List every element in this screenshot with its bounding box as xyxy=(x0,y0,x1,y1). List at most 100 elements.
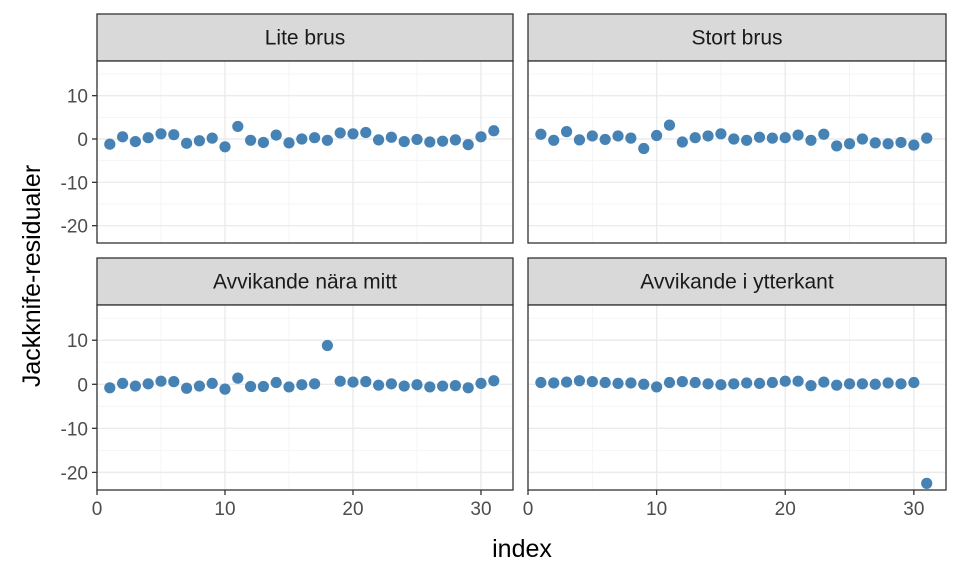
data-point xyxy=(599,133,611,146)
facet-panel-4: Avvikande i ytterkant xyxy=(527,257,947,491)
panel-background xyxy=(97,305,513,490)
facet-strip xyxy=(527,13,947,62)
data-point xyxy=(895,136,907,149)
y-tick-label: -10 xyxy=(61,419,88,440)
x-tick-label: 10 xyxy=(214,499,235,520)
data-point xyxy=(373,134,385,146)
data-point xyxy=(599,376,611,389)
data-point xyxy=(651,129,663,142)
data-point xyxy=(792,375,804,387)
data-point xyxy=(702,378,714,390)
data-point xyxy=(535,128,547,140)
data-point xyxy=(488,375,500,387)
data-point xyxy=(181,137,193,149)
data-point xyxy=(257,136,269,149)
data-point xyxy=(856,378,869,390)
data-point xyxy=(462,139,474,151)
data-point xyxy=(245,380,257,393)
x-tick-label: 0 xyxy=(92,499,103,520)
panel-border xyxy=(527,304,947,491)
data-point xyxy=(283,381,295,393)
data-point xyxy=(193,135,205,147)
x-tick-label: 0 xyxy=(523,499,534,520)
data-point xyxy=(475,377,487,390)
data-point xyxy=(219,141,231,153)
data-point xyxy=(437,380,449,392)
data-point xyxy=(181,382,193,394)
data-point xyxy=(462,382,474,394)
data-point xyxy=(398,136,410,148)
data-point xyxy=(411,133,423,146)
data-point xyxy=(117,131,129,143)
data-point xyxy=(334,375,346,387)
facet-strip xyxy=(96,13,514,62)
data-point xyxy=(921,132,933,144)
data-point xyxy=(398,380,410,392)
data-point xyxy=(676,136,688,148)
y-tick-label: 0 xyxy=(77,130,88,151)
data-point xyxy=(586,376,598,388)
data-point xyxy=(283,137,295,149)
data-point xyxy=(168,129,180,141)
data-point xyxy=(560,376,573,388)
data-point xyxy=(715,128,727,140)
panel-border xyxy=(527,60,947,244)
data-point xyxy=(424,381,436,393)
data-point xyxy=(257,380,269,393)
data-point xyxy=(449,134,461,146)
data-point xyxy=(560,126,573,138)
data-point xyxy=(663,376,676,389)
facet-panel-2: Stort brus xyxy=(527,13,947,244)
data-point xyxy=(573,375,586,387)
data-point xyxy=(309,132,321,144)
data-point xyxy=(908,376,920,389)
data-point xyxy=(638,378,650,390)
data-point xyxy=(779,132,791,144)
data-point xyxy=(245,134,257,146)
data-point xyxy=(347,376,359,388)
data-point xyxy=(142,132,154,144)
data-point xyxy=(373,379,385,391)
data-point xyxy=(625,132,637,144)
panel-border xyxy=(96,60,514,244)
data-point xyxy=(586,130,598,142)
y-tick-label: 10 xyxy=(67,331,88,352)
data-point xyxy=(334,127,346,139)
data-point xyxy=(155,128,167,140)
data-point xyxy=(741,377,753,389)
data-point xyxy=(155,375,167,387)
data-point xyxy=(882,377,894,389)
y-axis-title: Jackknife-residualer xyxy=(18,165,46,387)
y-tick-label: -20 xyxy=(61,463,88,484)
facet-title: Avvikande nära mitt xyxy=(213,271,397,294)
data-point xyxy=(818,376,830,388)
data-point xyxy=(573,134,586,146)
facet-strip xyxy=(527,257,947,306)
data-point xyxy=(689,132,701,144)
data-point xyxy=(360,376,372,388)
data-point xyxy=(296,379,308,391)
data-point xyxy=(869,137,881,149)
panel-background xyxy=(528,61,946,243)
data-point xyxy=(321,339,333,352)
data-point xyxy=(818,128,830,140)
data-point xyxy=(908,139,920,151)
facet-title: Avvikande i ytterkant xyxy=(640,271,834,294)
y-tick-label: 0 xyxy=(77,375,88,396)
x-tick-label: 30 xyxy=(470,499,491,520)
panel-background xyxy=(528,305,946,490)
data-point xyxy=(753,377,766,390)
data-point xyxy=(347,128,359,140)
facet-title: Lite brus xyxy=(265,27,346,50)
data-point xyxy=(411,379,423,391)
data-point xyxy=(702,130,714,142)
data-point xyxy=(206,132,218,144)
x-tick-label: 20 xyxy=(342,499,363,520)
data-point xyxy=(321,134,333,146)
data-point xyxy=(117,377,129,390)
data-point xyxy=(843,138,856,150)
data-point xyxy=(360,126,372,139)
data-point xyxy=(309,378,321,390)
x-tick-label: 20 xyxy=(775,499,796,520)
data-point xyxy=(728,133,740,145)
